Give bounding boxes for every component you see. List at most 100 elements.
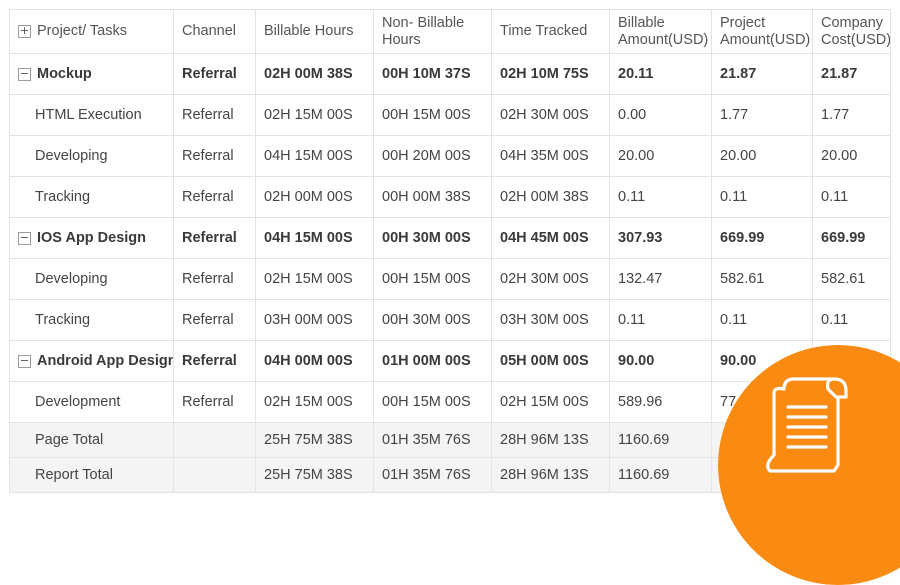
- company-cost-cell: 0.11: [812, 299, 891, 341]
- billable-hours-cell: 25H 75M 38S: [255, 457, 374, 493]
- column-header-billable-amount[interactable]: Billable Amount(USD): [609, 9, 712, 54]
- billable-hours-cell: 03H 00M 00S: [255, 299, 374, 341]
- task-name-cell: Developing: [9, 135, 174, 177]
- project-name-cell: − IOS App Design: [9, 217, 174, 259]
- report-total-label: Report Total: [9, 457, 174, 493]
- project-name-cell: − Mockup: [9, 53, 174, 95]
- collapse-icon[interactable]: −: [18, 67, 31, 81]
- project-amount-cell: 20.00: [711, 135, 813, 177]
- task-name-cell: Developing: [9, 258, 174, 300]
- non-billable-hours-cell: 00H 00M 38S: [373, 176, 492, 218]
- page-total-label: Page Total: [9, 422, 174, 458]
- billable-hours-cell: 04H 15M 00S: [255, 135, 374, 177]
- column-header-non-billable-hours[interactable]: Non- Billable Hours: [373, 9, 492, 54]
- billable-hours-cell: 02H 15M 00S: [255, 381, 374, 423]
- channel-cell: Referral: [173, 340, 256, 382]
- project-amount-cell: 21.87: [711, 53, 813, 95]
- company-cost-cell: 0.11: [812, 176, 891, 218]
- channel-cell: Referral: [173, 94, 256, 136]
- billable-hours-cell: 02H 00M 00S: [255, 176, 374, 218]
- project-amount-cell: 582.61: [711, 258, 813, 300]
- billable-amount-cell: 0.11: [609, 299, 712, 341]
- channel-cell: Referral: [173, 53, 256, 95]
- task-row[interactable]: Developing Referral 02H 15M 00S 00H 15M …: [9, 258, 891, 300]
- column-header-time-tracked[interactable]: Time Tracked: [491, 9, 610, 54]
- non-billable-hours-cell: 00H 15M 00S: [373, 381, 492, 423]
- non-billable-hours-cell: 01H 35M 76S: [373, 422, 492, 458]
- task-name-cell: Tracking: [9, 299, 174, 341]
- project-name: Android App Design: [37, 353, 174, 369]
- non-billable-hours-cell: 00H 20M 00S: [373, 135, 492, 177]
- time-tracked-cell: 02H 30M 00S: [491, 258, 610, 300]
- time-tracked-cell: 04H 35M 00S: [491, 135, 610, 177]
- billable-amount-cell: 307.93: [609, 217, 712, 259]
- column-header-company-cost[interactable]: Company Cost(USD): [812, 9, 891, 54]
- task-row[interactable]: Developing Referral 04H 15M 00S 00H 20M …: [9, 135, 891, 177]
- collapse-icon[interactable]: −: [18, 354, 31, 368]
- channel-cell: Referral: [173, 381, 256, 423]
- time-tracked-cell: 02H 00M 38S: [491, 176, 610, 218]
- task-name-cell: Development: [9, 381, 174, 423]
- header-row: + Project/ Tasks Channel Billable Hours N…: [9, 9, 891, 54]
- timesheet-report-table: + Project/ Tasks Channel Billable Hours N…: [9, 9, 891, 493]
- column-header-channel[interactable]: Channel: [173, 9, 256, 54]
- task-name-cell: Tracking: [9, 176, 174, 218]
- time-tracked-cell: 28H 96M 13S: [491, 457, 610, 493]
- project-row[interactable]: − IOS App Design Referral 04H 15M 00S 00H…: [9, 217, 891, 259]
- time-tracked-cell: 02H 30M 00S: [491, 94, 610, 136]
- billable-hours-cell: 04H 00M 00S: [255, 340, 374, 382]
- billable-hours-cell: 02H 15M 00S: [255, 258, 374, 300]
- company-cost-cell: 1.77: [812, 94, 891, 136]
- channel-cell: Referral: [173, 217, 256, 259]
- project-name: Mockup: [37, 66, 92, 82]
- time-tracked-cell: 28H 96M 13S: [491, 422, 610, 458]
- non-billable-hours-cell: 00H 15M 00S: [373, 258, 492, 300]
- non-billable-hours-cell: 00H 15M 00S: [373, 94, 492, 136]
- column-header-project-tasks[interactable]: + Project/ Tasks: [9, 9, 174, 54]
- project-amount-cell: 0.11: [711, 176, 813, 218]
- billable-amount-cell: 20.11: [609, 53, 712, 95]
- company-cost-cell: 21.87: [812, 53, 891, 95]
- billable-amount-cell: 20.00: [609, 135, 712, 177]
- non-billable-hours-cell: 01H 35M 76S: [373, 457, 492, 493]
- channel-cell: [173, 457, 256, 493]
- non-billable-hours-cell: 01H 00M 00S: [373, 340, 492, 382]
- billable-amount-cell: 132.47: [609, 258, 712, 300]
- billable-amount-cell: 1160.69: [609, 422, 712, 458]
- project-name: IOS App Design: [37, 230, 147, 246]
- billable-hours-cell: 04H 15M 00S: [255, 217, 374, 259]
- non-billable-hours-cell: 00H 30M 00S: [373, 299, 492, 341]
- channel-cell: Referral: [173, 258, 256, 300]
- column-header-billable-hours[interactable]: Billable Hours: [255, 9, 374, 54]
- billable-hours-cell: 02H 15M 00S: [255, 94, 374, 136]
- task-name-cell: HTML Execution: [9, 94, 174, 136]
- billable-amount-cell: 0.00: [609, 94, 712, 136]
- billable-amount-cell: 90.00: [609, 340, 712, 382]
- non-billable-hours-cell: 00H 30M 00S: [373, 217, 492, 259]
- billable-hours-cell: 25H 75M 38S: [255, 422, 374, 458]
- project-row[interactable]: − Mockup Referral 02H 00M 38S 00H 10M 37S…: [9, 53, 891, 95]
- project-amount-cell: 1.77: [711, 94, 813, 136]
- collapse-icon[interactable]: −: [18, 231, 31, 245]
- project-name-cell: − Android App Design: [9, 340, 174, 382]
- channel-cell: Referral: [173, 135, 256, 177]
- project-amount-cell: 669.99: [711, 217, 813, 259]
- column-header-project-amount[interactable]: Project Amount(USD): [711, 9, 813, 54]
- task-row[interactable]: Tracking Referral 02H 00M 00S 00H 00M 38…: [9, 176, 891, 218]
- time-tracked-cell: 04H 45M 00S: [491, 217, 610, 259]
- billable-amount-cell: 589.96: [609, 381, 712, 423]
- expand-all-icon[interactable]: +: [18, 24, 31, 38]
- channel-cell: Referral: [173, 299, 256, 341]
- header-label: Project/ Tasks: [37, 23, 127, 39]
- task-row[interactable]: HTML Execution Referral 02H 15M 00S 00H …: [9, 94, 891, 136]
- task-row[interactable]: Tracking Referral 03H 00M 00S 00H 30M 00…: [9, 299, 891, 341]
- billable-amount-cell: 0.11: [609, 176, 712, 218]
- project-amount-cell: 0.11: [711, 299, 813, 341]
- billable-hours-cell: 02H 00M 38S: [255, 53, 374, 95]
- company-cost-cell: 669.99: [812, 217, 891, 259]
- time-tracked-cell: 02H 10M 75S: [491, 53, 610, 95]
- time-tracked-cell: 02H 15M 00S: [491, 381, 610, 423]
- paper-curl: [826, 377, 838, 399]
- channel-cell: Referral: [173, 176, 256, 218]
- time-tracked-cell: 05H 00M 00S: [491, 340, 610, 382]
